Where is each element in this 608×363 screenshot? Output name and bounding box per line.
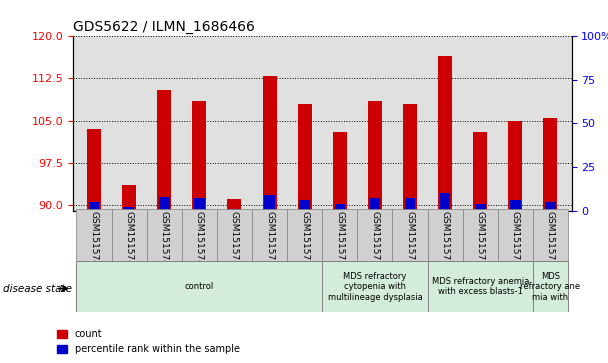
Bar <box>194 198 205 211</box>
FancyBboxPatch shape <box>77 261 322 312</box>
Text: GSM1515756: GSM1515756 <box>441 211 450 272</box>
FancyBboxPatch shape <box>427 261 533 312</box>
Text: GSM1515752: GSM1515752 <box>300 211 309 272</box>
FancyBboxPatch shape <box>112 209 147 261</box>
Bar <box>438 56 452 211</box>
Text: disease state: disease state <box>3 284 72 294</box>
Bar <box>157 90 171 211</box>
FancyBboxPatch shape <box>287 209 322 261</box>
Text: GSM1515747: GSM1515747 <box>125 211 134 272</box>
Bar <box>264 195 275 211</box>
Bar <box>545 202 556 211</box>
Bar <box>368 101 382 211</box>
Bar <box>124 207 134 211</box>
FancyBboxPatch shape <box>322 209 358 261</box>
FancyBboxPatch shape <box>463 209 498 261</box>
Bar <box>229 209 240 211</box>
FancyBboxPatch shape <box>322 261 427 312</box>
Text: GSM1515758: GSM1515758 <box>511 211 520 272</box>
Bar <box>122 185 136 211</box>
Bar <box>87 129 101 211</box>
Bar <box>370 198 380 211</box>
FancyBboxPatch shape <box>427 209 463 261</box>
Text: GSM1515755: GSM1515755 <box>406 211 415 272</box>
Bar <box>508 121 522 211</box>
Legend: count, percentile rank within the sample: count, percentile rank within the sample <box>54 326 244 358</box>
FancyBboxPatch shape <box>252 209 287 261</box>
Text: GSM1515749: GSM1515749 <box>195 211 204 272</box>
FancyBboxPatch shape <box>392 209 427 261</box>
Bar <box>159 197 170 211</box>
FancyBboxPatch shape <box>533 261 568 312</box>
Bar <box>510 200 520 211</box>
Text: GSM1515750: GSM1515750 <box>230 211 239 272</box>
FancyBboxPatch shape <box>77 209 112 261</box>
FancyBboxPatch shape <box>358 209 392 261</box>
Bar <box>192 101 206 211</box>
Text: control: control <box>185 282 214 291</box>
Bar <box>298 104 312 211</box>
Bar <box>333 132 347 211</box>
Text: GDS5622 / ILMN_1686466: GDS5622 / ILMN_1686466 <box>73 20 255 34</box>
FancyBboxPatch shape <box>498 209 533 261</box>
Bar <box>473 132 487 211</box>
Text: GSM1515746: GSM1515746 <box>89 211 98 272</box>
Text: GSM1515759: GSM1515759 <box>546 211 555 272</box>
Text: GSM1515757: GSM1515757 <box>475 211 485 272</box>
Bar <box>403 104 417 211</box>
Bar <box>405 198 415 211</box>
FancyBboxPatch shape <box>217 209 252 261</box>
FancyBboxPatch shape <box>182 209 217 261</box>
Bar <box>89 202 99 211</box>
Text: GSM1515751: GSM1515751 <box>265 211 274 272</box>
FancyBboxPatch shape <box>533 209 568 261</box>
Bar <box>334 204 345 211</box>
Bar <box>475 204 486 211</box>
Bar <box>544 118 558 211</box>
Text: MDS refractory
cytopenia with
multilineage dysplasia: MDS refractory cytopenia with multilinea… <box>328 272 423 302</box>
Text: GSM1515748: GSM1515748 <box>160 211 169 272</box>
Bar <box>263 76 277 211</box>
Text: MDS
refractory ane
mia with: MDS refractory ane mia with <box>520 272 581 302</box>
FancyBboxPatch shape <box>147 209 182 261</box>
Bar <box>299 200 310 211</box>
Text: GSM1515754: GSM1515754 <box>370 211 379 272</box>
Text: GSM1515753: GSM1515753 <box>335 211 344 272</box>
Bar <box>227 199 241 211</box>
Text: MDS refractory anemia
with excess blasts-1: MDS refractory anemia with excess blasts… <box>432 277 529 297</box>
Bar <box>440 193 451 211</box>
